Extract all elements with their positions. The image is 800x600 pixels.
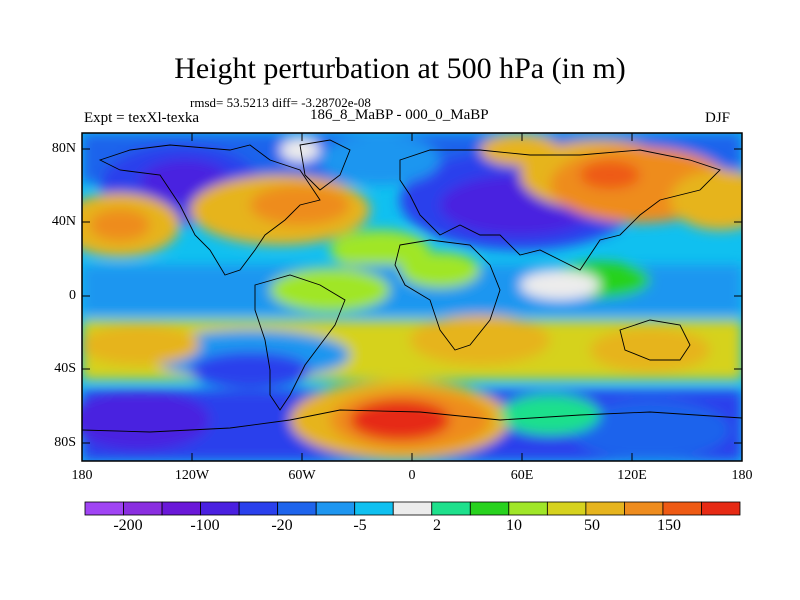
greenland-coast <box>299 139 351 191</box>
colorbar-swatch <box>200 501 240 516</box>
x-tick-60e: 60E <box>510 468 534 483</box>
difference-label: 186_8_MaBP - 000_0_MaBP <box>310 107 489 123</box>
colorbar-swatch <box>161 501 201 516</box>
experiment-label: Expt = texXl-texka <box>84 110 200 126</box>
colorbar-label: 50 <box>584 517 600 534</box>
colorbar-label: -20 <box>271 517 293 534</box>
height-field <box>82 133 742 461</box>
colorbar-swatch <box>315 501 356 516</box>
x-tick-60w: 60W <box>288 468 316 483</box>
y-tick-80n: 80N <box>51 141 76 156</box>
colorbar-swatch <box>585 501 625 516</box>
x-tick-180w: 180 <box>71 468 93 483</box>
x-tick-120e: 120E <box>617 468 647 483</box>
y-tick-40s: 40S <box>54 361 76 376</box>
season-label: DJF <box>705 110 731 126</box>
colorbar-swatch <box>392 501 433 516</box>
x-tick-120w: 120W <box>174 468 210 483</box>
colorbar-label: 10 <box>506 517 522 534</box>
colorbar-swatch <box>508 501 548 516</box>
colorbar-label: -5 <box>353 517 367 534</box>
africa-coast <box>394 239 501 351</box>
colorbar-swatch <box>469 501 510 516</box>
stats-label: rmsd= 53.5213 diff= -3.28702e-08 <box>190 95 371 110</box>
y-tick-0: 0 <box>69 288 76 303</box>
australia-coast <box>619 319 691 361</box>
colorbar-swatch <box>277 501 317 516</box>
x-tick-180e: 180 <box>731 468 753 483</box>
colorbar-swatch <box>84 501 124 516</box>
colorbar-label: -100 <box>190 517 220 534</box>
eurasia-coast <box>399 149 721 271</box>
colorbar-label: 150 <box>657 517 681 534</box>
axis-ticks <box>82 133 742 461</box>
north-america-coast <box>98 144 321 276</box>
south-america-coast <box>254 274 346 411</box>
colorbar-swatch <box>546 501 587 516</box>
coastlines <box>82 139 742 433</box>
x-tick-0: 0 <box>408 468 416 483</box>
colorbar-swatch <box>238 501 279 516</box>
y-tick-40n: 40N <box>51 214 76 229</box>
colorbar-swatch <box>701 501 741 516</box>
colorbar-label: 2 <box>433 517 441 534</box>
colorbar-swatch <box>431 501 471 516</box>
colorbar-swatch <box>123 501 163 516</box>
plot-title: Height perturbation at 500 hPa (in m) <box>174 52 626 85</box>
colorbar-swatch <box>662 501 702 516</box>
y-tick-80s: 80S <box>54 435 76 450</box>
colorbar-swatch <box>624 501 664 516</box>
colorbar <box>84 501 741 516</box>
colorbar-swatch <box>354 501 394 516</box>
colorbar-label: -200 <box>113 517 143 534</box>
antarctica-coast <box>82 409 742 433</box>
